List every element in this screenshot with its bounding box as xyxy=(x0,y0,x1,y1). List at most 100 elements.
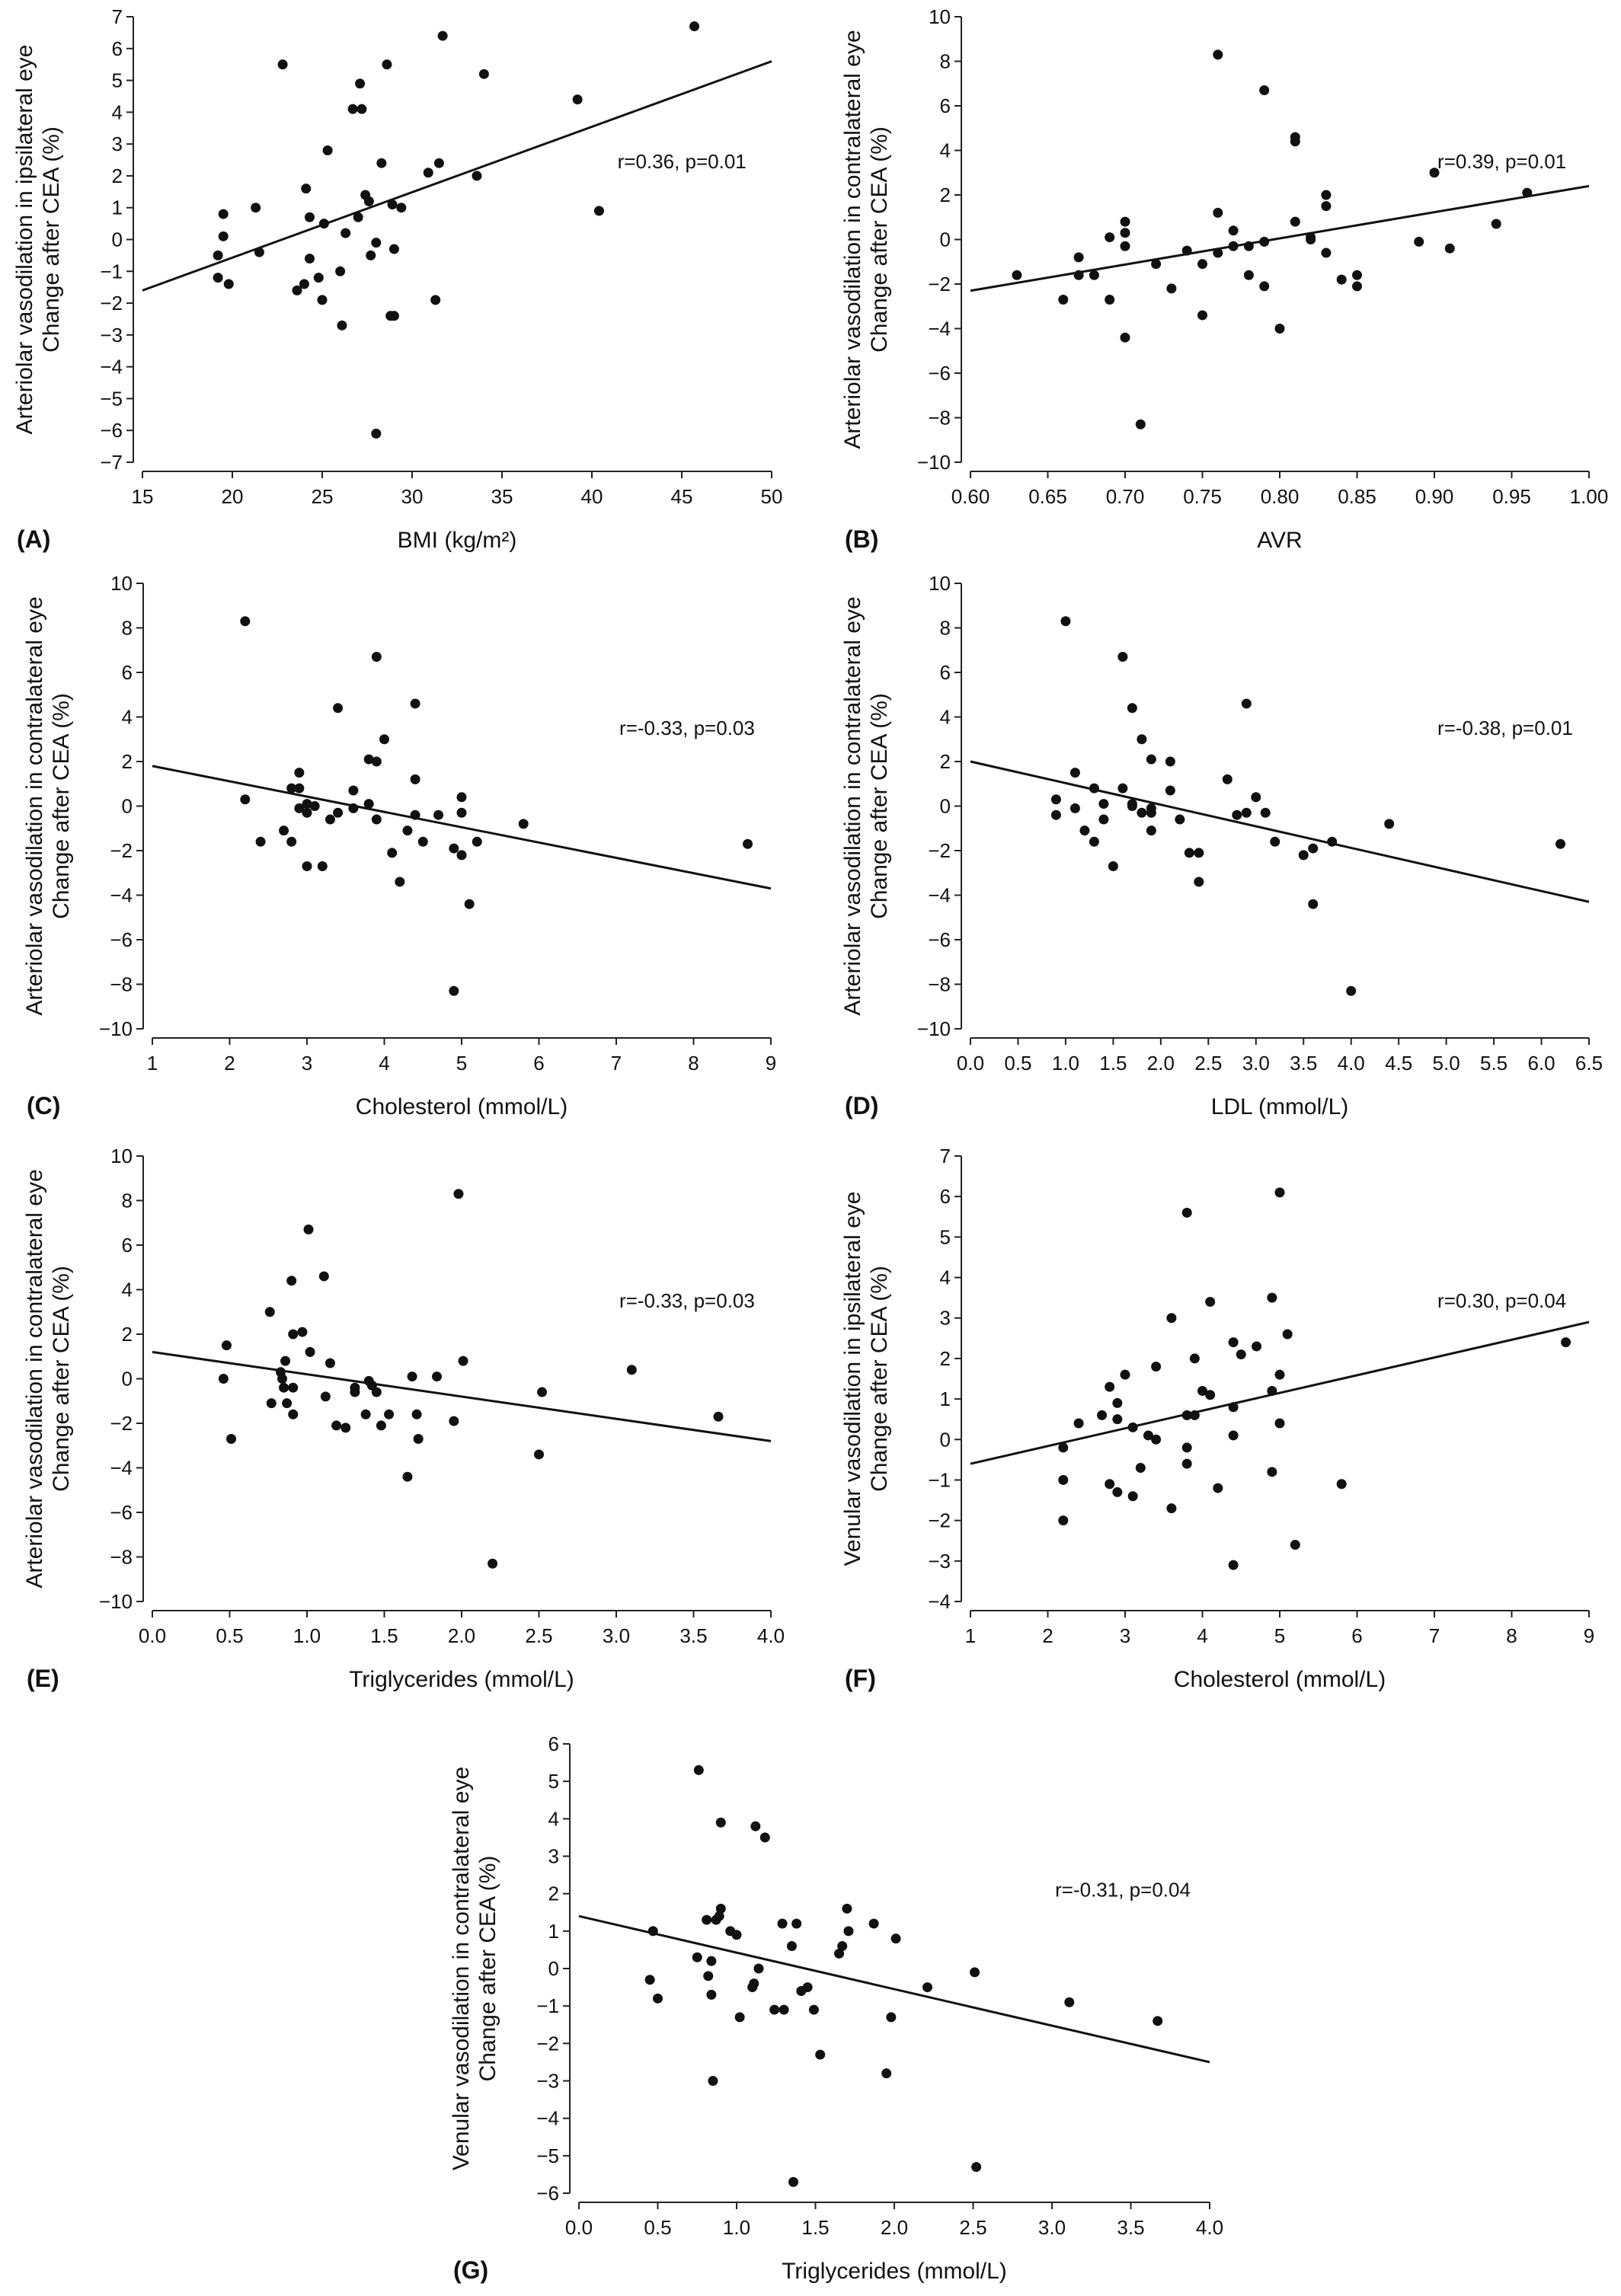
data-point xyxy=(371,238,382,248)
x-tick-label: 40 xyxy=(581,485,603,508)
data-point xyxy=(834,1948,845,1959)
y-tick-label: 3 xyxy=(940,1307,951,1330)
data-point xyxy=(1060,616,1071,627)
data-point xyxy=(402,825,413,836)
y-tick-label: −4 xyxy=(928,318,951,340)
data-point xyxy=(1135,1463,1146,1473)
y-tick-label: 2 xyxy=(940,750,951,773)
x-tick-label: 3.0 xyxy=(1038,2216,1066,2239)
data-point xyxy=(743,838,753,849)
data-point xyxy=(286,783,297,794)
y-axis-title: Arteriolar vasodilation in contralateral… xyxy=(840,30,865,449)
data-point xyxy=(1181,1458,1192,1469)
y-tick-label: −10 xyxy=(917,1017,951,1040)
data-point xyxy=(714,1911,724,1921)
data-point xyxy=(363,799,374,810)
y-tick-label: −2 xyxy=(536,2032,559,2055)
data-point xyxy=(734,2012,745,2023)
data-point xyxy=(432,1372,443,1382)
data-point xyxy=(371,428,382,439)
data-point xyxy=(472,836,482,847)
data-point xyxy=(388,244,399,254)
data-point xyxy=(1274,324,1285,334)
y-tick-label: 0 xyxy=(940,1428,951,1451)
y-tick-label: 6 xyxy=(940,94,951,117)
data-point xyxy=(376,158,387,168)
y-tick-label: 0 xyxy=(112,228,123,251)
data-point xyxy=(301,184,312,194)
panel-label: (C) xyxy=(27,1092,60,1119)
scatter-panel: −4 −3 −2 −1 0 1 2 3 4 5 6 7 1 2 3 4 5 6 7 8 9 Cholesterol (mm… xyxy=(840,1145,1594,1692)
data-point xyxy=(388,311,399,321)
data-point xyxy=(1143,1430,1153,1441)
data-point xyxy=(333,807,344,818)
y-tick-label: 7 xyxy=(940,1145,951,1167)
data-point xyxy=(708,2076,718,2086)
x-tick-label: 1.00 xyxy=(1570,485,1609,508)
data-point xyxy=(223,279,234,289)
data-point xyxy=(413,1433,424,1444)
data-point xyxy=(218,1374,229,1384)
data-point xyxy=(371,814,382,825)
data-point xyxy=(1165,785,1175,796)
data-point xyxy=(1213,207,1223,218)
data-point xyxy=(1228,225,1239,236)
x-tick-label: 0.5 xyxy=(1004,1052,1031,1075)
data-point xyxy=(1236,1349,1246,1360)
y-tick-label: 2 xyxy=(122,1323,133,1346)
y-tick-label: −3 xyxy=(100,324,123,346)
y-tick-label: 5 xyxy=(548,1770,559,1793)
x-axis-title: BMI (kg/m²) xyxy=(398,528,517,553)
data-point xyxy=(322,145,333,155)
y-tick-label: 2 xyxy=(940,184,951,206)
data-point xyxy=(1181,245,1192,256)
data-point xyxy=(1146,825,1156,836)
x-axis-title: Cholesterol (mmol/L) xyxy=(356,1094,568,1119)
data-point xyxy=(970,1967,980,1978)
data-point xyxy=(769,2004,780,2015)
y-tick-label: 4 xyxy=(940,1266,951,1289)
data-point xyxy=(411,1409,422,1419)
data-point xyxy=(320,1391,331,1402)
y-tick-label: −7 xyxy=(100,451,123,474)
x-tick-label: 4.0 xyxy=(1196,2216,1223,2239)
data-point xyxy=(379,734,389,745)
data-point xyxy=(842,1903,852,1914)
data-point xyxy=(1282,1329,1293,1340)
data-point xyxy=(1120,228,1130,238)
data-point xyxy=(337,320,347,331)
correlation-stat: r=0.36, p=0.01 xyxy=(618,150,747,173)
x-tick-label: 50 xyxy=(761,485,783,508)
y-tick-label: −4 xyxy=(536,2107,559,2130)
data-point xyxy=(1384,819,1395,829)
y-tick-label: −4 xyxy=(928,1590,951,1613)
data-point xyxy=(433,810,444,820)
data-point xyxy=(1137,734,1147,745)
scatter-panel: −10 −8 −6 −4 −2 0 2 4 6 8 10 0.60 0.65 0.70 0.75 0.80 0.… xyxy=(840,5,1608,553)
data-point xyxy=(868,1918,879,1929)
data-point xyxy=(689,21,700,32)
data-point xyxy=(706,1989,717,2000)
data-point xyxy=(1290,136,1300,147)
data-point xyxy=(692,1952,702,1962)
data-point xyxy=(303,1225,314,1235)
data-point xyxy=(1120,1369,1130,1380)
y-tick-label: 4 xyxy=(122,706,133,729)
data-point xyxy=(395,877,405,887)
data-point xyxy=(837,1941,848,1951)
data-point xyxy=(1336,1479,1347,1490)
x-tick-label: 2.0 xyxy=(448,1624,475,1647)
x-tick-label: 35 xyxy=(491,485,513,508)
y-tick-label: −8 xyxy=(110,1546,133,1569)
data-point xyxy=(1073,270,1084,280)
correlation-stat: r=-0.31, p=0.04 xyxy=(1055,1879,1191,1902)
x-tick-label: 20 xyxy=(222,485,244,508)
data-point xyxy=(318,1271,329,1282)
data-point xyxy=(1089,836,1099,847)
x-tick-label: 1.0 xyxy=(723,2216,750,2239)
data-point xyxy=(693,1764,704,1775)
data-point xyxy=(240,794,251,805)
data-point xyxy=(1321,247,1332,258)
y-axis-title: Change after CEA (%) xyxy=(867,693,892,919)
